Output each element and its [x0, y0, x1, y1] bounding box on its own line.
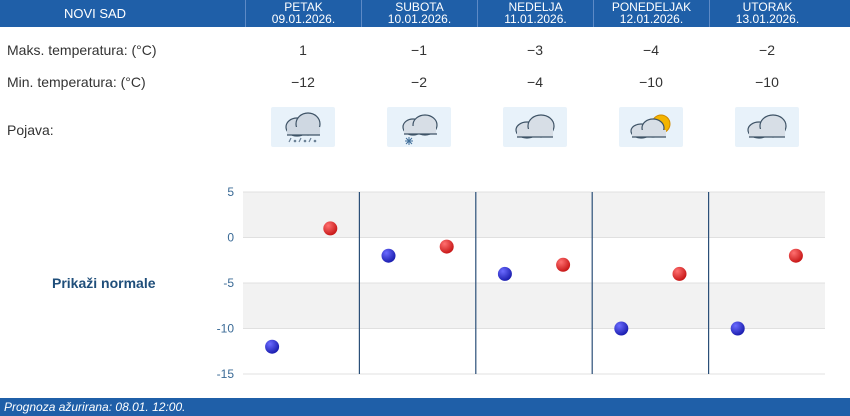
- max-temp-point: [556, 257, 571, 272]
- day-header-2: SUBOTA 10.01.2026.: [361, 0, 477, 27]
- day-header-4: PONEDELJAK 12.01.2026.: [593, 0, 709, 27]
- max-temp-point: [439, 239, 454, 254]
- day-header-3: NEDELJA 11.01.2026.: [477, 0, 593, 27]
- forecast-header: NOVI SAD PETAK 09.01.2026. SUBOTA 10.01.…: [0, 0, 850, 27]
- day-name: NEDELJA: [508, 0, 563, 14]
- max-temp-value: −2: [759, 42, 775, 58]
- max-temp-point: [672, 266, 687, 281]
- show-normals-link[interactable]: Prikaži normale: [52, 275, 156, 291]
- day-date: 10.01.2026.: [387, 12, 452, 26]
- grid-band: [243, 237, 825, 283]
- grid-band: [243, 328, 825, 374]
- day-name: PONEDELJAK: [611, 0, 692, 14]
- grid-band: [243, 192, 825, 238]
- grid-band: [243, 283, 825, 329]
- min-temp-value: −10: [639, 74, 663, 90]
- day-name: PETAK: [284, 0, 323, 14]
- min-temp-value: −4: [527, 74, 543, 90]
- y-tick-label: 0: [227, 231, 234, 245]
- day-name: SUBOTA: [395, 0, 444, 14]
- max-temp-value: −4: [643, 42, 659, 58]
- max-temp-value: −3: [527, 42, 543, 58]
- min-temp-value: −2: [411, 74, 427, 90]
- location-name: NOVI SAD: [63, 6, 127, 21]
- y-tick-label: -5: [223, 276, 234, 290]
- day-date: 11.01.2026.: [504, 12, 567, 26]
- y-tick-label: 5: [227, 185, 234, 199]
- phenomenon-label: Pojava:: [7, 122, 54, 138]
- partly-cloudy-icon: [619, 107, 683, 147]
- min-temp-value: −10: [755, 74, 779, 90]
- y-tick-label: -15: [217, 367, 235, 381]
- max-temp-point: [323, 221, 338, 236]
- min-temp-point: [614, 321, 629, 336]
- min-temp-value: −12: [291, 74, 315, 90]
- min-temp-point: [265, 339, 280, 354]
- day-header-1: PETAK 09.01.2026.: [245, 0, 361, 27]
- min-temp-point: [497, 266, 512, 281]
- snow-cloud-icon: [387, 107, 451, 147]
- min-temp-label: Min. temperatura: (°C): [7, 74, 146, 90]
- day-header-5: UTORAK 13.01.2026.: [709, 0, 825, 27]
- forecast-updated-note: Prognoza ažurirana: 08.01. 12:00.: [0, 398, 850, 416]
- cloud-icon: [503, 107, 567, 147]
- max-temp-label: Maks. temperatura: (°C): [7, 42, 157, 58]
- max-temp-value: −1: [411, 42, 427, 58]
- day-name: UTORAK: [742, 0, 793, 14]
- cloud-icon: [735, 107, 799, 147]
- temperature-chart: 5 0 -5 -10 -15: [217, 185, 825, 381]
- day-date: 09.01.2026.: [271, 12, 336, 26]
- min-temp-point: [730, 321, 745, 336]
- min-temp-point: [381, 248, 396, 263]
- max-temp-value: 1: [299, 42, 307, 58]
- max-temp-point: [788, 248, 803, 263]
- y-tick-label: -10: [217, 322, 235, 336]
- day-date: 12.01.2026.: [619, 12, 684, 26]
- day-date: 13.01.2026.: [735, 12, 800, 26]
- snow-rain-cloud-icon: [271, 107, 335, 147]
